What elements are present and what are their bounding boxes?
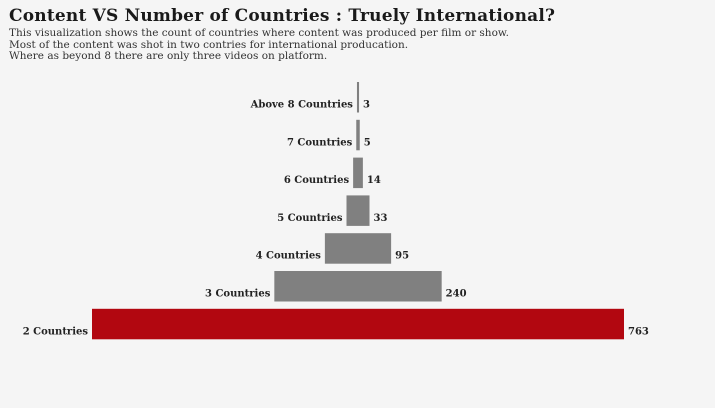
- subtitle-line-2: Most of the content was shot in two cont…: [9, 38, 409, 51]
- value-label: 763: [628, 326, 649, 337]
- category-label: Above 8 Countries: [250, 100, 354, 111]
- category-label: 6 Countries: [284, 175, 350, 186]
- subtitle-line-1: This visualization shows the count of co…: [9, 27, 509, 39]
- category-label: 5 Countries: [277, 213, 343, 224]
- category-label: 7 Countries: [287, 137, 353, 148]
- bar-7-countries: [356, 119, 360, 151]
- value-label: 14: [367, 175, 381, 186]
- value-label: 33: [374, 213, 388, 224]
- bar-2-countries: [92, 308, 624, 340]
- value-label: 5: [364, 137, 371, 148]
- bar-5-countries: [346, 195, 370, 226]
- bar-4-countries: [324, 233, 392, 264]
- chart-title: Content VS Number of Countries : Truely …: [9, 6, 556, 26]
- category-label: 4 Countries: [256, 251, 322, 262]
- value-label: 3: [363, 100, 370, 111]
- bar-3-countries: [274, 271, 442, 302]
- subtitle-line-3: Where as beyond 8 there are only three v…: [9, 50, 328, 63]
- value-label: 240: [446, 289, 467, 300]
- bar-6-countries: [353, 157, 363, 189]
- category-label: 2 Countries: [23, 326, 89, 337]
- value-label: 95: [395, 251, 409, 262]
- bar-above-8-countries: [356, 82, 360, 113]
- chart-subtitle: This visualization shows the count of co…: [9, 27, 509, 63]
- category-label: 3 Countries: [205, 289, 271, 300]
